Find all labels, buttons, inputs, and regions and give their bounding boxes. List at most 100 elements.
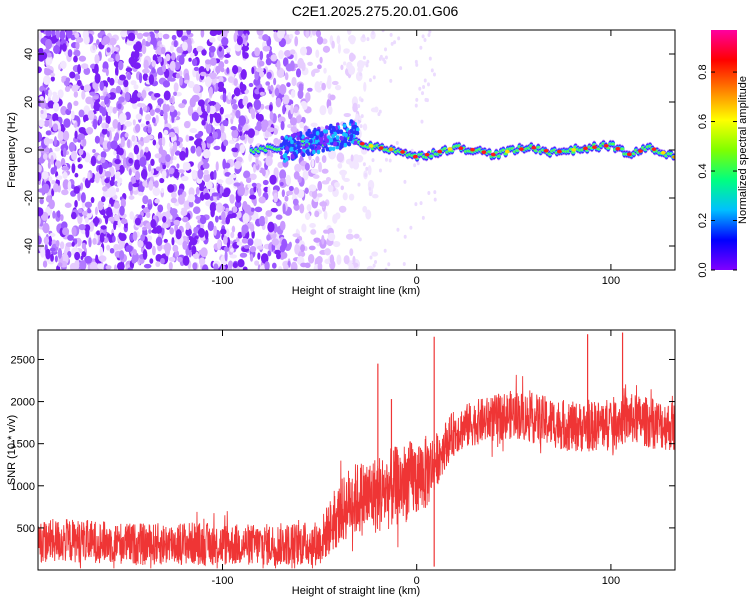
spectrogram-cell [357, 104, 361, 109]
spectrogram-cell [362, 205, 368, 213]
spectrogram-cell [178, 54, 185, 66]
spectrogram-cell [357, 66, 363, 73]
snr-x-label: Height of straight line (km) [292, 585, 420, 597]
spectrogram-cell [115, 187, 120, 193]
spectrogram-cell [161, 64, 167, 73]
spectrogram-cell [70, 211, 77, 220]
spectrogram-cell [45, 57, 53, 66]
spectrogram-cell [289, 33, 294, 40]
spectrogram-cell [147, 163, 152, 172]
spectrogram-cell [289, 49, 296, 55]
spectrogram-cell [71, 163, 76, 174]
spectrogram-cell [64, 85, 71, 93]
spectrogram-cell [117, 103, 122, 110]
spectrogram-cell [209, 37, 216, 43]
spectrogram-cell [192, 206, 201, 214]
spectrogram-cell [321, 38, 328, 45]
snr-line [38, 374, 675, 569]
spectrogram-cell [323, 210, 328, 220]
spectrogram-cell [203, 169, 209, 176]
spectrogram-cell [239, 252, 248, 258]
spectrogram-cell [204, 59, 212, 65]
spectrogram-cell [393, 40, 397, 45]
spectrogram-cell [155, 166, 162, 172]
spectrogram-cell [55, 239, 60, 248]
spectrogram-cell [319, 133, 324, 138]
spectrogram-cell [55, 30, 60, 39]
spectrogram-cell [178, 103, 186, 109]
spectrogram-cell [92, 148, 96, 154]
spectrogram-cell [224, 53, 231, 58]
spectrogram-cell [359, 141, 365, 146]
spectrogram-cell [337, 162, 343, 169]
spectrogram-cell [245, 33, 249, 41]
spectrogram-cell [240, 69, 247, 80]
spectrogram-cell [291, 155, 295, 160]
spectrogram-cell [163, 90, 171, 101]
spectrogram-cell [106, 106, 115, 114]
spectrogram-cell [421, 91, 425, 96]
spectrogram-cell [293, 106, 299, 114]
spectrogram-cell [80, 255, 84, 260]
spectrogram-cell [103, 237, 109, 244]
spectrogram-x-label: Height of straight line (km) [292, 285, 420, 297]
spectrogram-cell [207, 221, 214, 232]
spectrogram-cell [231, 129, 239, 139]
spectrogram-cell [232, 65, 239, 75]
spectrogram-cell [254, 260, 260, 266]
spectrogram-cell [279, 169, 287, 180]
spectrogram-cell [290, 261, 298, 270]
spectrogram-cell [154, 30, 160, 34]
spectrogram-cell [144, 146, 149, 153]
spectrogram-y-axis: -40 -20 0 20 40 [23, 48, 675, 254]
spectrogram-cell [323, 129, 327, 134]
spectrogram-cell [65, 242, 73, 248]
spectrogram-cell [38, 66, 42, 74]
spectrogram-cell [223, 246, 230, 253]
spectrogram-cell [143, 263, 152, 269]
spectrogram-cell [323, 229, 329, 234]
spectrogram-cell [403, 234, 407, 239]
spectrogram-cell [249, 108, 255, 115]
y-tick-label: 2000 [11, 397, 35, 409]
spectrogram-cell [267, 127, 275, 133]
spectrogram-cell [127, 138, 131, 149]
spectrogram-cell [388, 147, 394, 152]
spectrogram-cell [190, 145, 196, 154]
spectrogram-cell [224, 59, 229, 65]
spectrogram-cell [129, 211, 135, 220]
spectrogram-cell [273, 167, 279, 178]
spectrogram-cell [200, 30, 205, 38]
spectrogram-cell [419, 201, 423, 206]
spectrogram-cell [45, 248, 51, 260]
spectrogram-cell [185, 134, 190, 143]
spectrogram-cell [348, 263, 354, 270]
spectrogram-cell [142, 73, 149, 82]
spectrogram-cell [327, 105, 333, 115]
spectrogram-cell [321, 148, 325, 153]
spectrogram-cell [319, 140, 324, 145]
spectrogram-cell [651, 147, 657, 152]
spectrogram-cell [39, 95, 44, 101]
spectrogram-cell [309, 222, 316, 229]
spectrogram-cell [317, 64, 322, 70]
spectrogram-cell [344, 132, 348, 138]
spectrogram-cell [229, 112, 235, 120]
spectrogram-cell [120, 218, 128, 225]
spectrogram-cell [340, 64, 344, 71]
spectrogram-cell [99, 246, 104, 257]
spectrogram-cell [201, 119, 206, 126]
spectrogram-cell [188, 187, 195, 197]
spectrogram-cell [171, 191, 177, 199]
spectrogram-cell [45, 30, 52, 37]
spectrogram-cell [270, 54, 278, 62]
spectrogram-cell [62, 253, 68, 260]
spectrogram-cell [85, 227, 90, 238]
spectrogram-cell [285, 141, 290, 147]
spectrogram-cell [208, 45, 216, 53]
spectrogram-cell [73, 186, 80, 194]
spectrogram-cell [77, 207, 83, 214]
spectrogram-cell [104, 171, 112, 178]
spectrogram-cell [69, 71, 76, 79]
spectrogram-cell [38, 215, 41, 226]
